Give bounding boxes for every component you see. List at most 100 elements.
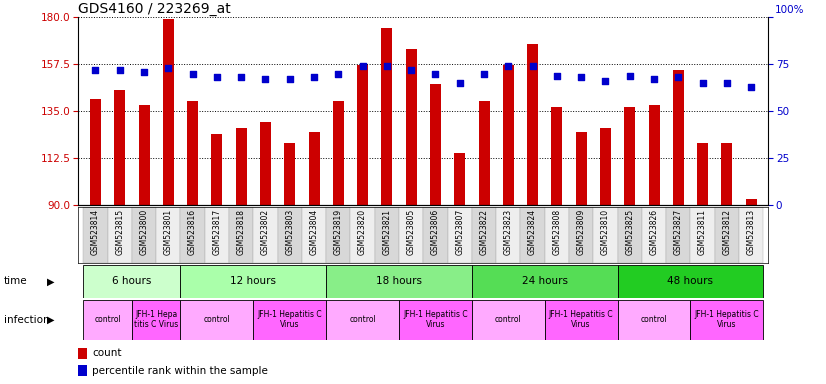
- Bar: [552, 107, 563, 205]
- Text: count: count: [93, 348, 121, 358]
- Bar: [375, 207, 399, 263]
- Bar: [746, 199, 757, 205]
- Text: GSM523807: GSM523807: [455, 209, 464, 255]
- Text: GSM523814: GSM523814: [91, 209, 100, 255]
- Text: 18 hours: 18 hours: [376, 276, 422, 286]
- Text: GSM523821: GSM523821: [382, 209, 392, 255]
- Text: GSM523802: GSM523802: [261, 209, 270, 255]
- Text: GSM523803: GSM523803: [285, 209, 294, 255]
- Bar: [78, 365, 87, 376]
- Bar: [278, 207, 301, 263]
- Point: [477, 71, 491, 77]
- Bar: [260, 122, 271, 205]
- Text: JFH-1 Hepatitis C
Virus: JFH-1 Hepatitis C Virus: [695, 310, 759, 329]
- Point: [186, 71, 199, 77]
- Bar: [624, 107, 635, 205]
- Bar: [496, 207, 520, 263]
- Point: [720, 80, 733, 86]
- Point: [599, 78, 612, 84]
- Text: control: control: [349, 315, 376, 324]
- Bar: [284, 143, 295, 205]
- Bar: [642, 207, 667, 263]
- Text: GSM523823: GSM523823: [504, 209, 513, 255]
- Bar: [478, 101, 490, 205]
- Bar: [697, 143, 708, 205]
- Point: [283, 76, 297, 83]
- Bar: [357, 65, 368, 205]
- Text: GSM523806: GSM523806: [431, 209, 440, 255]
- Text: GSM523824: GSM523824: [528, 209, 537, 255]
- Point: [113, 67, 126, 73]
- Point: [696, 80, 710, 86]
- Bar: [188, 101, 198, 205]
- Bar: [576, 132, 586, 205]
- Bar: [406, 49, 416, 205]
- Bar: [739, 207, 763, 263]
- Bar: [472, 265, 618, 298]
- Bar: [254, 207, 278, 263]
- Text: GSM523822: GSM523822: [480, 209, 488, 255]
- Text: GDS4160 / 223269_at: GDS4160 / 223269_at: [78, 2, 231, 16]
- Bar: [114, 91, 126, 205]
- Text: GSM523800: GSM523800: [140, 209, 149, 255]
- Bar: [424, 207, 448, 263]
- Bar: [163, 19, 173, 205]
- Bar: [448, 207, 472, 263]
- Bar: [593, 207, 618, 263]
- Text: GSM523810: GSM523810: [601, 209, 610, 255]
- Bar: [180, 265, 326, 298]
- Text: GSM523819: GSM523819: [334, 209, 343, 255]
- Point: [307, 74, 320, 81]
- Bar: [211, 134, 222, 205]
- Text: GSM523813: GSM523813: [747, 209, 756, 255]
- Bar: [83, 207, 107, 263]
- Text: GSM523809: GSM523809: [577, 209, 586, 255]
- Bar: [569, 207, 593, 263]
- Bar: [107, 207, 132, 263]
- Point: [332, 71, 345, 77]
- Text: GSM523817: GSM523817: [212, 209, 221, 255]
- Text: infection: infection: [4, 314, 50, 325]
- Point: [550, 73, 563, 79]
- Point: [405, 67, 418, 73]
- Bar: [618, 207, 642, 263]
- Bar: [326, 207, 350, 263]
- Point: [453, 80, 467, 86]
- Text: 48 hours: 48 hours: [667, 276, 714, 286]
- Bar: [667, 207, 691, 263]
- Text: 24 hours: 24 hours: [522, 276, 567, 286]
- Bar: [301, 207, 326, 263]
- Text: ▶: ▶: [47, 314, 55, 325]
- Text: GSM523805: GSM523805: [406, 209, 415, 255]
- Text: GSM523818: GSM523818: [237, 209, 245, 255]
- Bar: [618, 300, 691, 340]
- Text: ▶: ▶: [47, 276, 55, 286]
- Point: [137, 69, 150, 75]
- Bar: [618, 265, 763, 298]
- Text: control: control: [495, 315, 522, 324]
- Bar: [333, 101, 344, 205]
- Bar: [721, 143, 733, 205]
- Bar: [527, 45, 538, 205]
- Text: 100%: 100%: [775, 5, 805, 15]
- Point: [259, 76, 272, 83]
- Point: [235, 74, 248, 81]
- Bar: [472, 300, 545, 340]
- Bar: [132, 207, 156, 263]
- Text: GSM523812: GSM523812: [723, 209, 731, 255]
- Point: [575, 74, 588, 81]
- Text: control: control: [641, 315, 667, 324]
- Text: GSM523826: GSM523826: [649, 209, 658, 255]
- Text: GSM523816: GSM523816: [188, 209, 197, 255]
- Bar: [545, 300, 618, 340]
- Bar: [545, 207, 569, 263]
- Text: control: control: [94, 315, 121, 324]
- Text: JFH-1 Hepatitis C
Virus: JFH-1 Hepatitis C Virus: [258, 310, 322, 329]
- Bar: [254, 300, 326, 340]
- Point: [429, 71, 442, 77]
- Bar: [180, 300, 254, 340]
- Bar: [90, 99, 101, 205]
- Bar: [520, 207, 545, 263]
- Text: GSM523808: GSM523808: [553, 209, 562, 255]
- Bar: [399, 300, 472, 340]
